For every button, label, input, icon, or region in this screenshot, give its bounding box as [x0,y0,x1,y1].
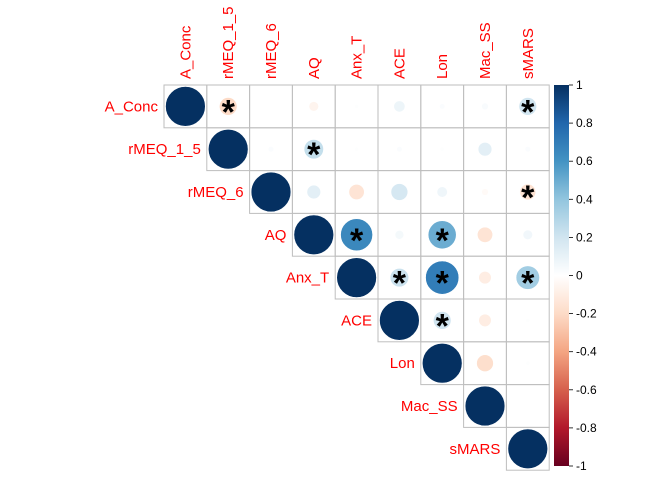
column-label: rMEQ_6 [263,23,280,79]
correlation-circle [379,300,420,341]
colorbar-tick-label: -0.6 [576,383,597,397]
significance-star: * [521,265,535,303]
correlation-circle [393,100,406,113]
correlation-circle [478,271,492,285]
correlation-circle [477,142,493,157]
correlation-circle [524,146,531,153]
correlation-circle [478,313,492,327]
colorbar-tick-label: 1 [576,78,583,92]
colorbar-tick-label: 0 [576,269,583,283]
correlation-circle [515,265,540,290]
colorbar-tick-label: -1 [576,459,587,473]
correlation-circle [394,230,405,240]
correlation-circle [436,186,448,198]
colorbar-tick-label: 0.4 [576,192,593,206]
correlation-circle [267,146,275,153]
correlation-circle [439,146,445,152]
colorbar: -1 -0.8 -0.6 -0.4 -0.2 0 0.2 0.4 0.6 0.8 1 [554,78,597,473]
correlation-circle [306,184,321,200]
variable-labels: A_Conc rMEQ_1_5 rMEQ_6 AQ Anx_T ACE Lon Mac_SS s… [105,6,537,457]
correlation-circle [433,311,452,330]
column-label: AQ [306,57,323,79]
correlation-circle [340,218,373,252]
column-label: rMEQ_1_5 [220,6,237,79]
correlation-circle [519,183,537,201]
correlation-circle [476,354,494,372]
significance-star: * [521,93,535,131]
row-label: Mac_SS [401,398,458,415]
row-label: A_Conc [105,98,159,115]
significance-star: * [436,222,450,260]
correlation-circle [354,146,359,152]
correlation-circle [390,183,409,201]
correlation-circle [522,229,533,240]
column-label: A_Conc [177,25,194,79]
row-label: rMEQ_1_5 [128,141,201,158]
colorbar-tick-label: 0.8 [576,116,593,130]
colorbar-tick-label: -0.4 [576,345,597,359]
correlation-circle [525,318,531,323]
row-label: AQ [265,227,287,244]
correlation-circle [396,146,403,153]
correlation-circle [308,101,319,112]
column-label: ACE [391,48,408,79]
grid [163,84,550,471]
column-label: Lon [434,54,451,79]
significance-star: * [222,93,236,131]
significance-star: * [436,307,450,345]
row-label: Anx_T [286,270,329,287]
significance-star: * [436,265,450,303]
correlation-circle [348,183,365,201]
grid-cell [505,384,550,428]
correlation-circle [476,226,494,243]
row-label: rMEQ_6 [188,184,244,201]
row-label: ACE [341,312,372,329]
correlation-circle [250,171,292,213]
correlation-circle [507,428,548,469]
correlation-circle [464,385,506,427]
colorbar-tick-label: 0.6 [576,154,593,168]
correlation-circles [165,86,548,469]
colorbar-tick-label: -0.8 [576,421,597,435]
correlation-circle [481,188,489,196]
significance-star: * [307,136,321,174]
grid-cell [505,426,550,471]
correlation-circle [422,343,463,384]
correlation-circle [439,103,446,110]
colorbar-tick-label: 0.2 [576,230,593,244]
column-label: Anx_T [349,36,366,79]
grid-cell [249,84,293,129]
significance-star: * [350,222,364,260]
colorbar-tick-label: -0.2 [576,307,597,321]
correlation-circle [389,267,410,288]
colorbar-gradient [554,85,569,466]
correlation-circle [165,86,206,127]
correlation-circle [481,102,489,111]
row-label: sMARS [450,441,501,458]
correlation-circle [525,360,531,366]
significance-star: * [521,179,535,217]
correlation-circle [303,139,324,160]
correlation-circle [336,257,377,298]
correlation-circle [518,97,537,116]
correlation-circle [219,97,238,116]
correlation-circle [208,129,249,170]
column-label: Mac_SS [477,22,494,79]
row-label: Lon [390,355,415,372]
correlation-circle [293,214,334,256]
correlation-circle [427,220,457,250]
significance-markers: * * * * * * * * * * [222,93,536,345]
correlation-circle [425,260,460,295]
significance-star: * [393,265,407,303]
correlation-circle [354,104,359,109]
column-label: sMARS [520,28,537,79]
